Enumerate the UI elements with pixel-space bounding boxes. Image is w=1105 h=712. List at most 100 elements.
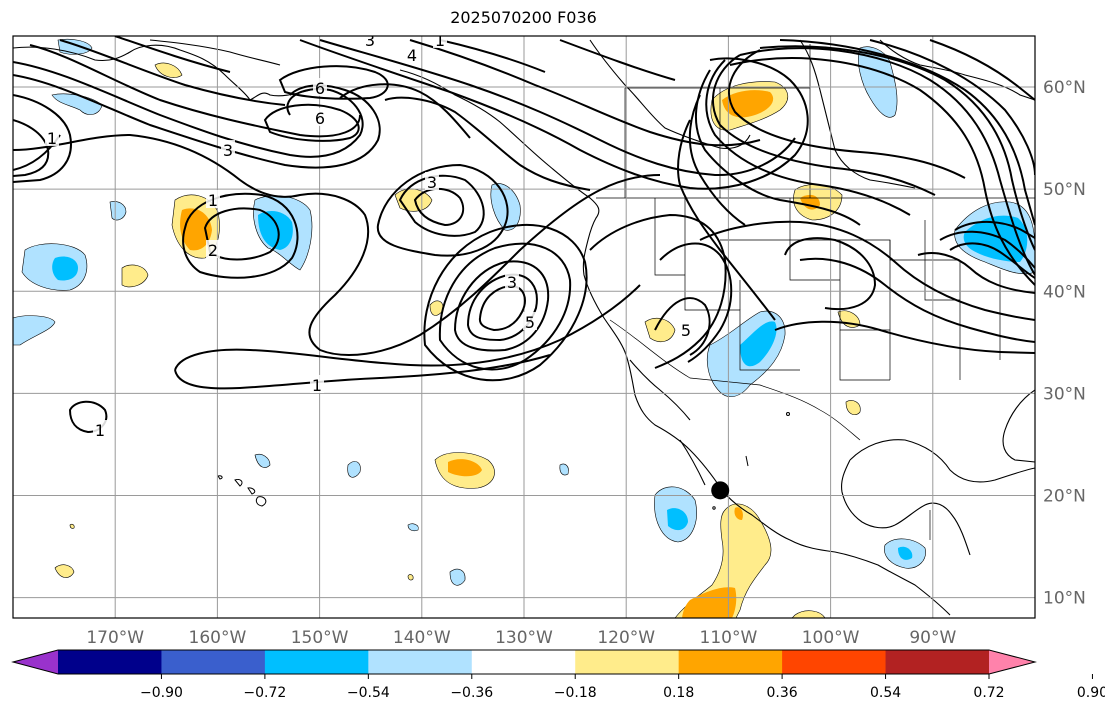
latitude-labels: 60°N 50°N 40°N 30°N 20°N 10°N: [1043, 78, 1086, 609]
colorbar-tick-label: −0.72: [243, 685, 286, 701]
islands: [217, 412, 790, 510]
latitude-tick-label: 20°N: [1043, 486, 1086, 506]
graticule: [13, 36, 1035, 618]
contour-lines: [13, 36, 1035, 434]
pos-anomaly-area: [407, 574, 414, 581]
contour-label: 3: [427, 173, 437, 192]
longitude-labels: 170°W 160°W 150°W 140°W 130°W 120°W 110°W 100°W…: [86, 628, 956, 648]
colorbar-tick-label: −0.54: [347, 685, 390, 701]
pos-anomaly-core: [448, 459, 482, 477]
pos-anomaly-area: [644, 317, 676, 343]
colorbar-tick-label: 0.90: [1077, 685, 1105, 701]
colorbar-bin: [264, 650, 369, 674]
neg-anomaly-area: [51, 93, 103, 115]
pos-anomaly-area: [54, 564, 75, 578]
contour-label-bg: [523, 312, 537, 330]
contour-label-bg: [206, 190, 220, 208]
neg-anomaly-area: [559, 463, 569, 476]
colorbar-bin: [471, 650, 576, 674]
contour-label-bg: [45, 128, 59, 146]
neg-anomaly-area: [254, 453, 271, 468]
longitude-tick-label: 120°W: [597, 628, 655, 648]
neg-anomaly-core: [740, 321, 777, 367]
colorbar-extend-high: [989, 650, 1035, 674]
pos-anomaly-area: [791, 610, 826, 618]
contour-label-bg: [93, 420, 107, 438]
contour-label: 6: [315, 109, 325, 128]
longitude-tick-label: 130°W: [495, 628, 553, 648]
contour-label: 1: [312, 376, 322, 395]
colorbar-bin: [678, 650, 783, 674]
contour-label-bg: [313, 108, 327, 126]
pos-anomaly-area: [121, 264, 149, 288]
neg-anomaly-core: [963, 215, 1028, 262]
neg-anomaly-area: [449, 568, 466, 586]
colorbar-tick-label: −0.90: [140, 685, 183, 701]
neg-anomaly-area: [109, 201, 127, 221]
contour-label: 1: [208, 191, 218, 210]
contour-label-bg: [206, 240, 220, 258]
pos-anomaly-core: [734, 507, 743, 520]
latitude-tick-label: 40°N: [1043, 282, 1086, 302]
longitude-tick-label: 90°W: [909, 628, 956, 648]
contour-label: 5: [681, 321, 691, 340]
pos-anomaly-area: [69, 523, 75, 529]
pos-anomaly-area: [674, 503, 772, 618]
political-borders: [596, 44, 1035, 540]
contour-labels: 1 2 3 3 3 3 4 5 5 6 6 1 1 1 1: [45, 31, 693, 440]
colorbar-bin: [161, 650, 266, 674]
neg-anomaly-core: [52, 256, 78, 281]
neg-anomaly-core: [667, 508, 688, 531]
neg-anomaly-area: [858, 46, 898, 118]
contour-label-bg: [505, 272, 519, 290]
latitude-tick-label: 30°N: [1043, 384, 1086, 404]
latitude-tick-label: 10°N: [1043, 589, 1086, 609]
contour-label: 3: [507, 273, 517, 292]
colorbar-bin: [58, 650, 162, 674]
contour-label-bg: [433, 36, 447, 48]
colorbar-bin: [885, 650, 990, 674]
colorbar-tick-label: −0.36: [450, 685, 493, 701]
contour-label: 4: [407, 46, 417, 65]
neg-anomaly-area: [407, 523, 419, 532]
longitude-tick-label: 150°W: [291, 628, 349, 648]
map-frame: [12, 35, 1036, 619]
pos-anomaly-core: [682, 587, 737, 618]
neg-anomaly-core: [258, 210, 293, 250]
pos-anomaly-area: [154, 62, 183, 78]
longitude-tick-label: 100°W: [802, 628, 860, 648]
map-title: 2025070200 F036: [450, 8, 597, 27]
colorbar-tick-label: 0.54: [870, 685, 901, 701]
contour-label-bg: [313, 78, 327, 96]
longitude-tick-label: 170°W: [86, 628, 144, 648]
neg-anomaly-area: [57, 38, 93, 55]
contour-label-bg: [425, 172, 439, 190]
longitude-tick-label: 160°W: [189, 628, 247, 648]
colorbar-bin: [368, 650, 473, 674]
neg-anomaly-area: [13, 315, 56, 346]
colorbar: −0.90 −0.72 −0.54 −0.36 −0.18 0.18 0.36 0.54 0.7…: [11, 649, 1105, 701]
neg-anomaly-core: [898, 546, 913, 560]
contour-label-bg: [405, 45, 419, 63]
colorbar-bin: [782, 650, 887, 674]
colorbar-bin: [575, 650, 680, 674]
contour-label: 6: [315, 79, 325, 98]
tropical-cyclone-marker: [711, 481, 730, 500]
contour-label-bg: [310, 375, 324, 393]
pos-anomaly-area: [845, 400, 861, 415]
colorbar-tick-label: −0.18: [554, 685, 597, 701]
contour-label-bg: [221, 140, 235, 158]
longitude-tick-label: 110°W: [700, 628, 758, 648]
contour-label: 3: [223, 141, 233, 160]
colorbar-tick-label: 0.18: [663, 685, 694, 701]
colorbar-extend-low: [13, 650, 58, 674]
contour-label: 5: [525, 313, 535, 332]
latitude-tick-label: 50°N: [1043, 180, 1086, 200]
contour-label: 1: [435, 31, 445, 50]
contour-label: 3: [365, 31, 375, 50]
colorbar-outline: [11, 649, 1037, 675]
longitude-tick-label: 140°W: [393, 628, 451, 648]
contour-label: 2: [208, 241, 218, 260]
colorbar-tick-label: 0.36: [767, 685, 798, 701]
